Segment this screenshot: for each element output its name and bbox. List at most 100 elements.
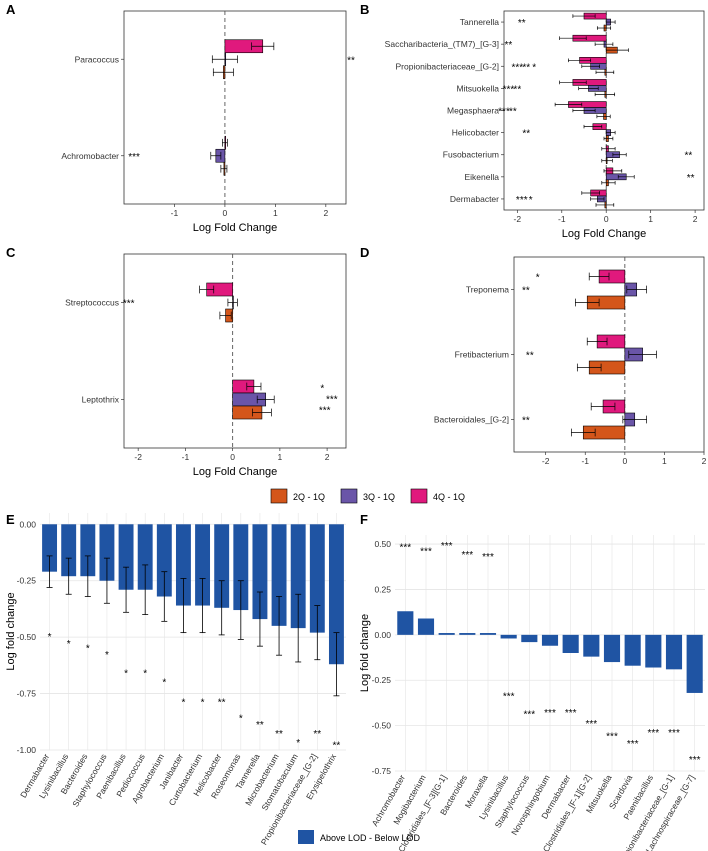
y-tick-label: -0.75 [372, 766, 392, 776]
y-tick-label: -0.50 [17, 632, 37, 642]
bar-lod [583, 634, 600, 657]
x-tick-label: -1 [558, 214, 566, 224]
bar-lod [521, 634, 538, 643]
significance-marker: * [162, 677, 166, 688]
significance-marker: *** [516, 195, 528, 206]
bar-lod [397, 611, 414, 635]
panel-label: B [360, 2, 369, 17]
significance-marker: *** [482, 552, 494, 563]
significance-marker: * [124, 668, 128, 679]
legend-swatch-q3 [340, 488, 358, 504]
significance-marker: ** [518, 18, 526, 29]
significance-marker: ** [275, 729, 283, 740]
bar-lod [562, 634, 579, 653]
bar-lod [417, 618, 435, 635]
panel-label: A [6, 2, 16, 17]
x-tick-label: 2 [693, 214, 698, 224]
significance-marker: * [529, 195, 533, 206]
significance-marker: * [86, 643, 90, 654]
bar-lod [214, 524, 230, 608]
panel-label: E [6, 512, 15, 527]
bar-lod [195, 524, 211, 606]
x-tick-label: 0 [223, 208, 228, 218]
category-label: Paracoccus [75, 54, 119, 64]
significance-marker: *** [503, 692, 515, 703]
x-tick-label: 2 [325, 452, 330, 462]
bar-lod [459, 633, 476, 635]
x-tick-label: 0 [604, 214, 609, 224]
x-axis-title: Log Fold Change [193, 466, 277, 478]
legend-lod: Above LOD - Below LOD [298, 830, 421, 844]
x-tick-label: 1 [278, 452, 283, 462]
legend-swatch-q4 [410, 488, 428, 504]
x-tick-label: -1 [581, 456, 589, 466]
significance-marker: * [67, 639, 71, 650]
category-label: Saccharibacteria_(TM7)_[G-3] [385, 39, 499, 49]
bar-lod [500, 634, 517, 639]
significance-marker: ** [347, 55, 355, 66]
x-tick-label: -2 [542, 456, 550, 466]
x-tick-label: 2 [702, 456, 707, 466]
y-tick-label: -0.25 [372, 675, 392, 685]
y-tick-label: 0.50 [374, 539, 391, 549]
y-tick-label: 0.25 [374, 584, 391, 594]
y-tick-label: -0.75 [17, 689, 37, 699]
significance-marker: * [48, 632, 52, 643]
bar-lod [438, 633, 455, 635]
x-tick-label: -1 [182, 452, 190, 462]
panel-F: F 0.50 0.25 0.00 -0.25 -0.50 -0.75 Log fold cha… [359, 512, 705, 851]
plot-frame [513, 256, 705, 453]
x-tick-label: 1 [273, 208, 278, 218]
significance-marker: *** [399, 543, 411, 554]
x-tick-label: -2 [514, 214, 522, 224]
significance-marker: *** [511, 62, 523, 73]
significance-marker: ** [256, 720, 264, 731]
bar-lod [61, 524, 77, 577]
bar-lod [252, 524, 268, 620]
panel-label: D [360, 245, 369, 260]
significance-marker: * [201, 698, 205, 709]
significance-marker: * [239, 713, 243, 724]
significance-marker: *** [461, 550, 473, 561]
category-label: Helicobacter [452, 128, 499, 138]
bar-lod [290, 524, 306, 629]
significance-marker: *** [606, 732, 618, 743]
significance-marker: * [320, 384, 324, 395]
significance-marker: *** [319, 406, 331, 417]
panel-B: B -2 -1 0 1 2 Log Fold Change Tannerella Sacchar… [360, 2, 705, 240]
significance-marker: *** [326, 395, 338, 406]
significance-marker: * [181, 698, 185, 709]
significance-marker: * [536, 273, 540, 284]
significance-marker: ** [313, 729, 321, 740]
y-tick-label: -0.50 [372, 721, 392, 731]
category-label: Propionibacteriaceae_[G-2] [396, 61, 499, 71]
category-label: Megasphaera [447, 106, 499, 116]
y-axis-title: Log fold change [359, 614, 371, 692]
x-tick-label: -2 [134, 452, 142, 462]
significance-marker: * [143, 668, 147, 679]
significance-marker: *** [503, 84, 515, 95]
y-tick-label: 0.00 [374, 630, 391, 640]
legend-quartiles: 2Q - 1Q 3Q - 1Q 4Q - 1Q [270, 488, 465, 504]
x-axis-title: Log Fold Change [562, 228, 646, 240]
panel-label: C [6, 245, 16, 260]
significance-marker: ** [522, 286, 530, 297]
category-label: Tannerella [460, 17, 499, 27]
panel-C: C -2 -1 0 1 2 Log Fold Change Streptococcus Lept… [6, 245, 347, 478]
bar-lod [603, 634, 621, 663]
significance-marker: *** [565, 708, 577, 719]
category-label: Eikenella [465, 172, 500, 182]
bar-lod [479, 633, 497, 635]
significance-marker: *** [668, 728, 680, 739]
legend-label-lod: Above LOD - Below LOD [320, 833, 421, 843]
bar-lod [665, 634, 683, 670]
x-tick-label: 0 [230, 452, 235, 462]
category-label: Streptococcus [65, 298, 119, 308]
legend-swatch-q2 [270, 488, 288, 504]
bar-lod [624, 634, 641, 666]
x-tick-label: 1 [662, 456, 667, 466]
legend-label-q3: 3Q - 1Q [363, 492, 395, 502]
bar-lod [233, 524, 249, 611]
bar-lod [175, 524, 191, 606]
